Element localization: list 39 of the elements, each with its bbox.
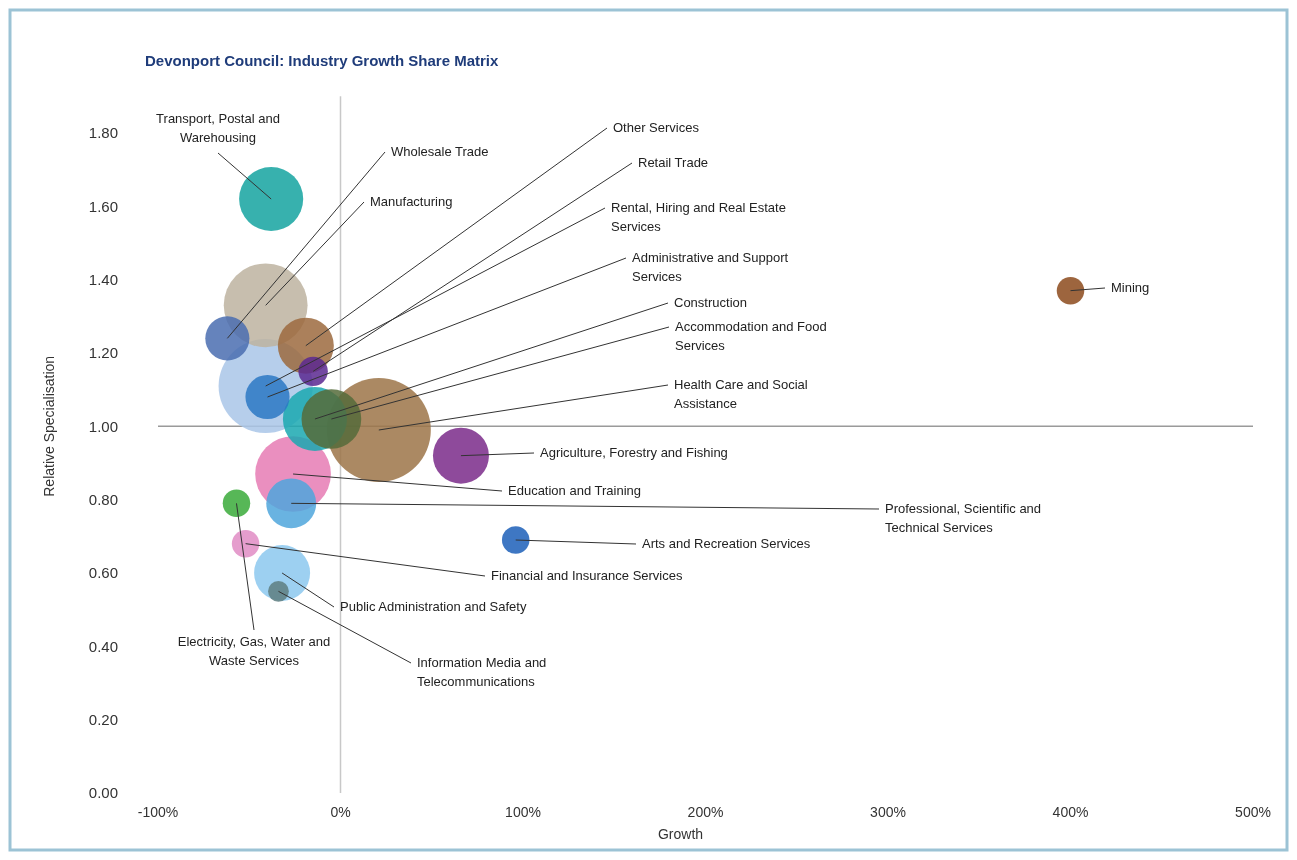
text: Retail Trade	[638, 155, 709, 170]
text: Construction	[674, 295, 747, 310]
y-tick-label: 1.40	[88, 270, 118, 288]
y-axis-title: Relative Specialisation	[41, 355, 57, 497]
y-tick-label: 1.00	[88, 417, 118, 435]
series-label: Transport, Postal and Warehousing	[156, 111, 280, 145]
y-tick-label: 0.80	[88, 490, 118, 508]
text: Health Care and Social Assistance	[674, 377, 808, 411]
y-tick-label: 1.80	[88, 124, 118, 142]
text: Public Administration and Safety	[340, 599, 527, 614]
text: Administrative and Support Services	[632, 250, 789, 284]
text: Manufacturing	[370, 194, 453, 209]
text: Arts and Recreation Services	[642, 536, 811, 551]
text: Financial and Insurance Services	[491, 568, 683, 583]
text: Information Media and Telecommunications	[417, 655, 547, 689]
x-tick-label: 500%	[1235, 804, 1271, 820]
text: Education and Training	[508, 483, 641, 498]
text: Mining	[1111, 280, 1150, 295]
text: Wholesale Trade	[391, 144, 489, 159]
text: Professional, Scientific and Technical Services	[885, 501, 1042, 535]
x-tick-label: 100%	[505, 804, 541, 820]
y-tick-label: 0.00	[88, 784, 118, 802]
x-tick-label: -100%	[137, 804, 179, 820]
text: Other Services	[613, 120, 700, 135]
y-tick-label: 1.60	[88, 197, 118, 215]
y-tick-label: 1.20	[88, 344, 118, 362]
y-tick-label: 0.20	[88, 710, 118, 728]
y-tick-label: 0.40	[88, 637, 118, 655]
text: Accommodation and Food Services	[675, 319, 827, 353]
text: Agriculture, Forestry and Fishing	[540, 445, 728, 460]
x-axis-title: Growth	[657, 826, 704, 842]
chart-title: Devonport Council: Industry Growth Share Matrix	[145, 52, 500, 69]
x-tick-label: 200%	[687, 804, 724, 820]
x-tick-label: 400%	[1052, 804, 1089, 820]
text: Electricity, Gas, Water and Waste Services	[177, 634, 331, 668]
text: Rental, Hiring and Real Estate Services	[611, 200, 786, 234]
y-tick-label: 0.60	[88, 564, 118, 582]
x-tick-label: 300%	[870, 804, 906, 820]
x-tick-label: 0%	[330, 804, 351, 820]
